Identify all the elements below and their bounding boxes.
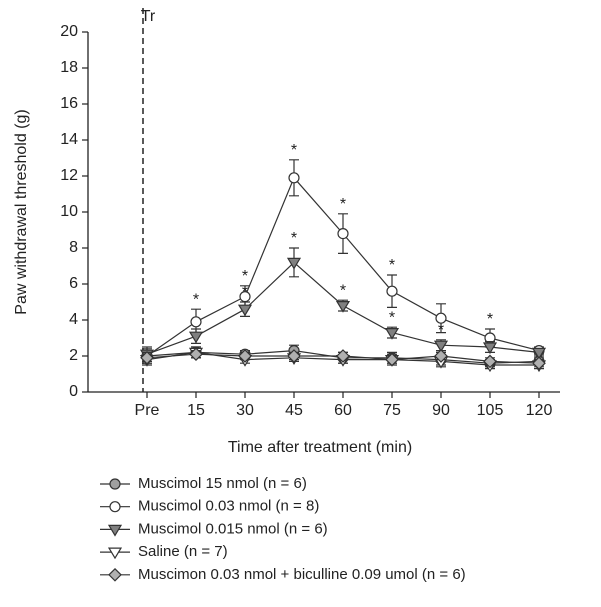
x-tick-label: 75 xyxy=(383,402,401,419)
significance: * xyxy=(242,284,248,301)
y-axis-label: Paw withdrawal threshold (g) xyxy=(13,109,30,314)
marker xyxy=(483,354,497,369)
marker xyxy=(189,347,203,362)
y-tick-label: 8 xyxy=(69,239,78,256)
significance: * xyxy=(193,291,199,308)
marker xyxy=(287,349,301,363)
marker xyxy=(531,347,547,360)
significance: * xyxy=(487,311,493,328)
significance: * xyxy=(438,322,444,339)
legend-marker xyxy=(107,524,123,537)
x-tick-label: 60 xyxy=(334,402,352,419)
significance: * xyxy=(389,257,395,274)
marker xyxy=(237,304,253,317)
x-tick-label: 120 xyxy=(526,402,553,419)
marker xyxy=(386,285,398,297)
significance: * xyxy=(389,309,395,326)
marker xyxy=(384,328,400,340)
legend-label: Saline (n = 7) xyxy=(138,543,228,560)
marker xyxy=(482,342,498,355)
marker xyxy=(433,340,449,353)
legend-label: Muscimol 15 nmol (n = 6) xyxy=(138,475,307,492)
legend-marker xyxy=(108,567,122,582)
annotation: Tr xyxy=(141,8,156,25)
x-axis-label: Time after treatment (min) xyxy=(228,439,412,456)
x-tick-label: 90 xyxy=(432,402,450,419)
y-tick-label: 0 xyxy=(69,383,78,400)
marker xyxy=(385,352,399,367)
y-tick-label: 2 xyxy=(69,347,78,364)
legend-marker xyxy=(109,501,121,513)
y-tick-label: 6 xyxy=(69,275,78,292)
marker xyxy=(434,349,448,363)
x-tick-label: 30 xyxy=(236,402,254,419)
legend-label: Muscimol 0.03 nmol (n = 8) xyxy=(138,498,319,515)
legend: Muscimol 15 nmol (n = 6) Muscimol 0.03 nm… xyxy=(100,475,466,583)
x-tick-label: Pre xyxy=(135,402,160,419)
x-tick-label: 15 xyxy=(187,402,205,419)
significance: * xyxy=(340,196,346,213)
significance: * xyxy=(291,230,297,247)
significance: * xyxy=(242,268,248,285)
y-tick-label: 16 xyxy=(60,95,78,112)
marker xyxy=(288,172,300,184)
legend-label: Muscimon 0.03 nmol + biculline 0.09 umol… xyxy=(138,566,466,583)
marker xyxy=(286,257,302,270)
marker xyxy=(335,301,351,313)
marker xyxy=(532,356,546,371)
y-tick-label: 10 xyxy=(60,203,78,220)
significance: * xyxy=(291,142,297,159)
x-tick-label: 45 xyxy=(285,402,303,419)
legend-label: Muscimol 0.015 nmol (n = 6) xyxy=(138,520,328,537)
marker xyxy=(435,312,447,324)
y-tick-label: 14 xyxy=(60,131,78,148)
marker xyxy=(336,349,350,363)
marker xyxy=(188,331,204,344)
y-tick-label: 20 xyxy=(60,23,78,40)
marker xyxy=(337,228,349,240)
y-tick-label: 12 xyxy=(60,167,78,184)
x-tick-label: 105 xyxy=(477,402,504,419)
marker xyxy=(140,350,154,365)
marker xyxy=(190,316,202,328)
legend-marker xyxy=(109,478,121,490)
y-tick-label: 18 xyxy=(60,59,78,76)
legend-marker xyxy=(107,547,123,560)
significance: * xyxy=(340,282,346,299)
y-tick-label: 4 xyxy=(69,311,78,328)
marker xyxy=(238,349,252,363)
